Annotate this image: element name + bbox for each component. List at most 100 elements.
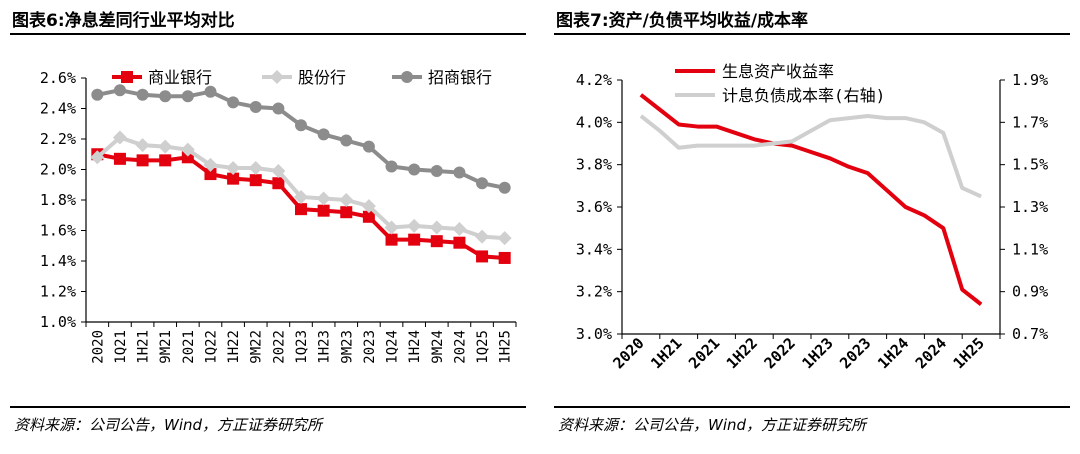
y-left-tick-label: 3.8% [576, 156, 612, 174]
chart-panel-nim: 图表6:净息差同行业平均对比 1.0% 1.2% 1.4% 1.6% 1.8% 2.0% 2… [0, 0, 536, 454]
x-tick-label: 2023 [362, 330, 378, 364]
x-tick-label: 1Q25 [475, 330, 491, 364]
x-tick-label: 1Q24 [385, 330, 401, 364]
series-line [95, 135, 505, 241]
source-rule [554, 406, 1070, 408]
data-point [181, 151, 194, 164]
x-tick-label: 9M21 [158, 330, 174, 364]
x-tick-label: 2023 [836, 334, 874, 372]
data-point [159, 90, 172, 103]
y-left-tick-label: 3.2% [576, 283, 612, 301]
data-point [113, 152, 126, 165]
data-point [204, 168, 217, 181]
x-tick-label: 1Q22 [203, 330, 219, 364]
x-tick-label: 1H25 [950, 334, 988, 372]
data-point [112, 130, 127, 145]
chart-source: 资料来源：公司公告，Wind，方正证券研究所 [14, 416, 323, 434]
data-point [497, 231, 512, 246]
data-point [317, 128, 330, 141]
y-left-tick-label: 3.6% [576, 198, 612, 216]
data-point [430, 235, 443, 248]
data-point [295, 119, 307, 132]
y-tick-label: 2.2% [40, 130, 76, 148]
y-tick-label: 2.0% [40, 161, 76, 179]
data-point [113, 84, 126, 97]
y-right-tick-label: 1.7% [1012, 113, 1048, 131]
legend-marker [121, 71, 133, 83]
x-tick-label: 1H25 [498, 330, 514, 364]
data-point [227, 96, 240, 109]
y-tick-label: 1.4% [40, 252, 76, 270]
chart-source: 资料来源：公司公告，Wind，方正证券研究所 [558, 416, 867, 434]
x-tick-label: 2021 [181, 330, 197, 364]
x-tick-label: 1H23 [317, 330, 333, 364]
x-tick-label: 1Q21 [113, 330, 129, 364]
data-point [408, 233, 421, 246]
data-point [384, 220, 399, 235]
data-point [272, 102, 285, 115]
y-tick-label: 1.2% [40, 283, 76, 301]
data-point [498, 251, 511, 264]
legend-marker [270, 70, 284, 84]
legend-label: 生息资产收益率 [722, 62, 834, 81]
series-1 [91, 148, 511, 264]
legend-label: 商业银行 [148, 68, 212, 87]
yield-cost-chart: 3.0% 3.2% 3.4% 3.6% 3.8% 4.0% 4.2% 0.7% 0.9% 1.1%… [576, 62, 1048, 372]
x-tick-label: 2021 [685, 334, 723, 372]
data-point [475, 229, 490, 244]
data-point [408, 163, 421, 176]
data-point [180, 142, 195, 157]
x-tick-label: 1H24 [407, 330, 423, 364]
x-tick-label: 1H21 [136, 330, 152, 364]
data-point [476, 250, 489, 263]
x-tick-label: 1H22 [723, 334, 761, 372]
data-point [91, 88, 104, 101]
data-point [90, 150, 105, 165]
data-point [181, 90, 194, 103]
chart-title: 图表7:资产/负债平均收益/成本率 [556, 11, 809, 31]
y-right-tick-label: 1.5% [1012, 156, 1048, 174]
x-tick-label: 2020 [90, 330, 106, 364]
data-point [452, 221, 467, 236]
data-point [430, 165, 443, 178]
y-left-tick-label: 3.0% [576, 325, 612, 343]
x-tick-label: 2022 [271, 330, 287, 364]
data-point [227, 172, 240, 185]
data-point [203, 157, 218, 172]
title-rule [554, 33, 1070, 35]
data-point [135, 138, 150, 153]
y-left-tick-label: 3.4% [576, 240, 612, 258]
y-tick-label: 1.8% [40, 191, 76, 209]
x-tick-label: 2020 [609, 334, 647, 372]
data-point [316, 191, 331, 206]
data-point [362, 210, 375, 223]
legend-marker [401, 71, 413, 83]
x-tick-label: 9M24 [430, 330, 446, 364]
legend-label: 招商银行 [428, 68, 492, 87]
data-point [317, 204, 330, 217]
data-point [159, 154, 172, 167]
data-point [204, 85, 217, 98]
source-rule [10, 406, 526, 408]
x-tick-label: 1H23 [798, 334, 836, 372]
y-tick-label: 1.0% [40, 313, 76, 331]
data-point [385, 233, 398, 246]
data-point [249, 100, 262, 113]
data-point [248, 160, 263, 175]
y-tick-label: 2.4% [40, 100, 76, 118]
y-left-tick-label: 4.0% [576, 113, 612, 131]
data-point [136, 88, 149, 101]
chart-panel-yield-cost: 图表7:资产/负债平均收益/成本率 3.0% 3.2% 3.4% 3.6% 3.8% 4.… [544, 0, 1080, 454]
data-point [340, 206, 353, 219]
y-tick-label: 2.6% [40, 69, 76, 87]
series-line-1 [639, 93, 983, 306]
y-right-tick-label: 0.7% [1012, 325, 1048, 343]
data-point [476, 177, 489, 190]
data-point [158, 139, 173, 154]
series-line [96, 88, 506, 190]
data-point [226, 160, 241, 175]
data-point [340, 134, 353, 147]
data-point [498, 181, 511, 194]
title-rule [10, 33, 526, 35]
x-tick-label: 1H22 [226, 330, 242, 364]
